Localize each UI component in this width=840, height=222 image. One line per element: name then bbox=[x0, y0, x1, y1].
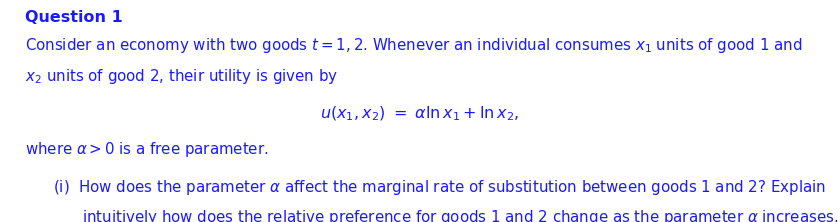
Text: (i)  How does the parameter $\alpha$ affect the marginal rate of substitution be: (i) How does the parameter $\alpha$ affe… bbox=[53, 178, 826, 197]
Text: $u(x_1, x_2) \ = \ \alpha \ln x_1 + \ln x_2,$: $u(x_1, x_2) \ = \ \alpha \ln x_1 + \ln … bbox=[320, 104, 520, 123]
Text: $x_2$ units of good 2, their utility is given by: $x_2$ units of good 2, their utility is … bbox=[25, 67, 339, 86]
Text: where $\alpha > 0$ is a free parameter.: where $\alpha > 0$ is a free parameter. bbox=[25, 140, 269, 159]
Text: intuitively how does the relative preference for goods 1 and 2 change as the par: intuitively how does the relative prefer… bbox=[82, 208, 838, 222]
Text: Question 1: Question 1 bbox=[25, 10, 123, 25]
Text: Consider an economy with two goods $t = 1, 2$. Whenever an individual consumes $: Consider an economy with two goods $t = … bbox=[25, 36, 802, 55]
